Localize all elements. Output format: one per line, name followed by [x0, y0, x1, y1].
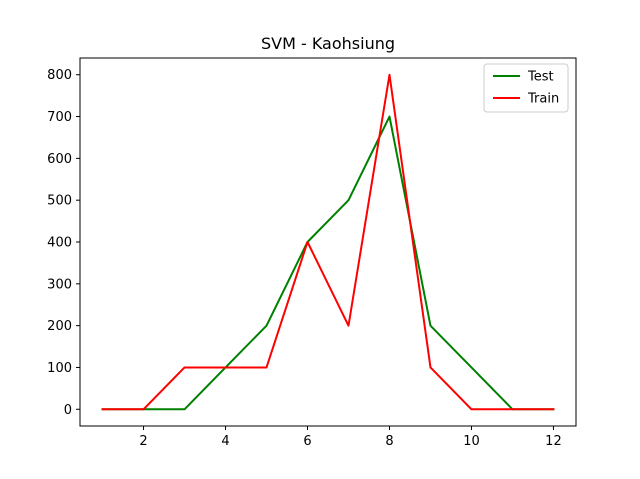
x-tick-label: 10 [463, 434, 480, 449]
x-tick-label: 12 [545, 434, 562, 449]
y-tick-label: 0 [64, 403, 72, 418]
legend: Test Train [483, 63, 569, 113]
y-tick-label: 700 [47, 110, 72, 125]
x-tick-label: 8 [385, 434, 393, 449]
legend-label-test: Test [527, 70, 554, 85]
series-line-train [101, 73, 555, 411]
y-tick-label: 200 [47, 319, 72, 334]
y-tick-label: 500 [47, 194, 72, 209]
y-tick-label: 100 [47, 361, 72, 376]
y-tick-label: 800 [47, 68, 72, 83]
y-tick-label: 400 [47, 236, 72, 251]
series-line-test [101, 115, 555, 411]
axes: 2 4 6 8 10 12 0 100 200 300 400 500 600 700 800 [47, 57, 577, 449]
x-tick-label: 2 [139, 434, 147, 449]
chart-title: SVM - Kaohsiung [261, 34, 395, 53]
x-tick-label: 6 [303, 434, 311, 449]
x-tick-label: 4 [221, 434, 229, 449]
y-tick-label: 300 [47, 277, 72, 292]
legend-label-train: Train [527, 92, 559, 107]
plot-area [101, 73, 555, 411]
y-tick-label: 600 [47, 152, 72, 167]
